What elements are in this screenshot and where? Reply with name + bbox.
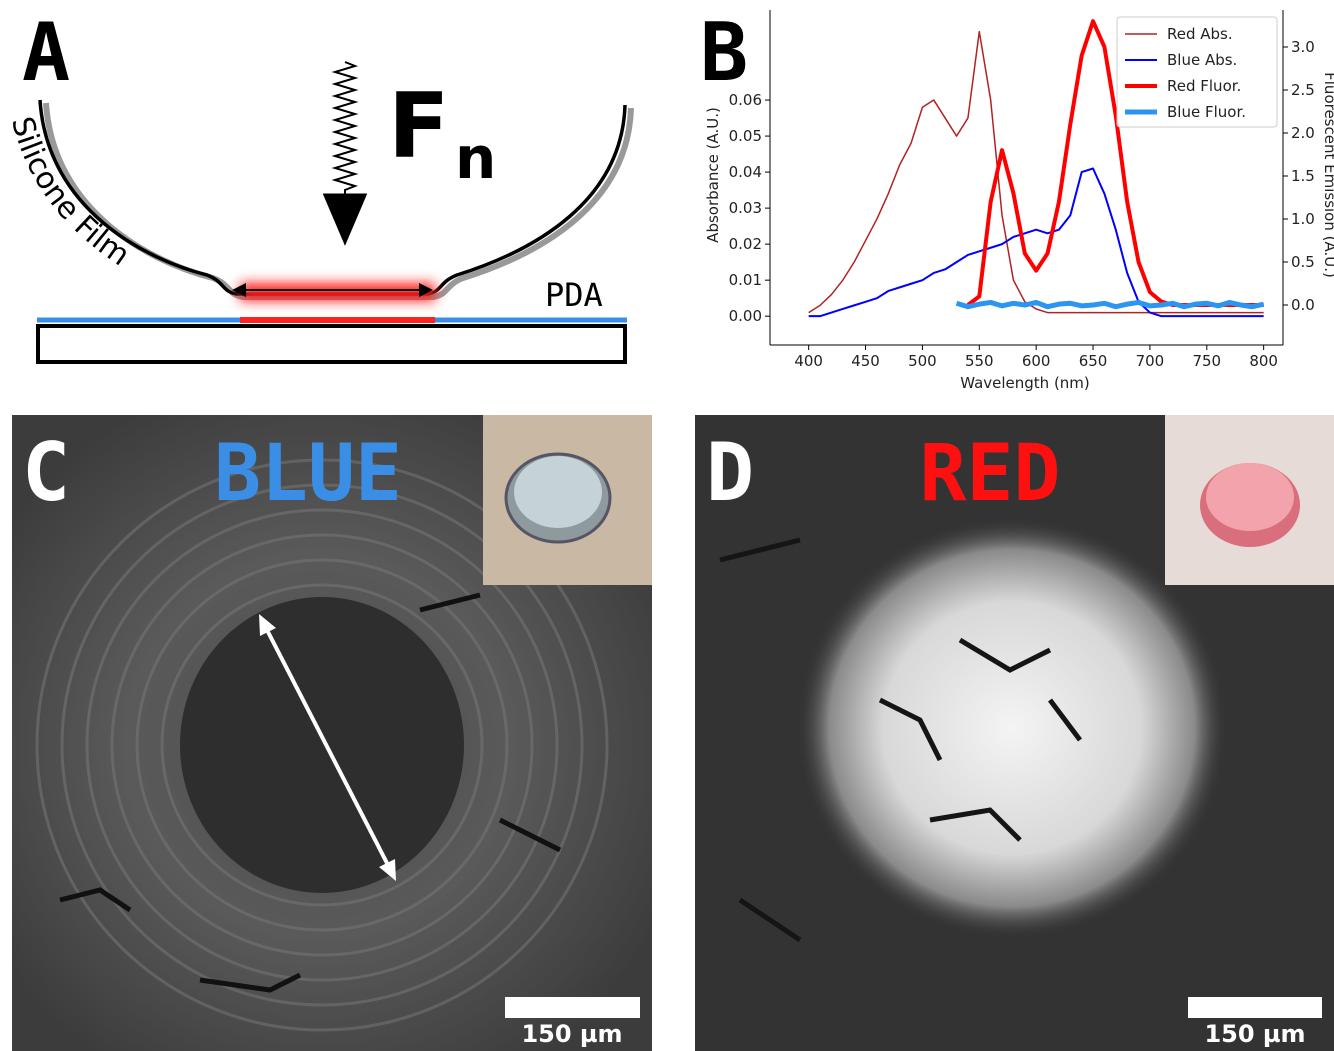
panel-label: A	[22, 6, 70, 99]
inset-disc-top	[514, 456, 602, 528]
x-tick-label: 450	[851, 352, 880, 370]
film-label: Silicone Film	[4, 113, 136, 273]
series-line	[809, 168, 1264, 316]
x-tick-label: 800	[1249, 352, 1278, 370]
inset-disc-top	[1206, 463, 1294, 531]
y2-tick-label: 3.0	[1291, 38, 1315, 56]
force-subscript: n	[455, 124, 496, 192]
panel-label: D	[706, 426, 754, 519]
force-symbol: F	[388, 74, 449, 179]
spring	[335, 62, 355, 205]
x-tick-label: 600	[1022, 352, 1051, 370]
panel-title: RED	[920, 429, 1061, 519]
scale-bar	[1188, 997, 1322, 1018]
page: { "panel_a": {"label": "A", "film_label"…	[0, 0, 1334, 1051]
y2-tick-label: 1.5	[1291, 167, 1315, 185]
y-tick-label: 0.00	[729, 307, 762, 325]
contact-region	[180, 597, 464, 893]
panel-a: A F n Silicone Film PDA	[4, 6, 631, 362]
y2-tick-label: 0.0	[1291, 296, 1315, 314]
y2-tick-label: 0.5	[1291, 253, 1315, 271]
x-tick-label: 400	[794, 352, 823, 370]
panel-c: C BLUE 150 µm	[12, 415, 652, 1051]
y2-tick-label: 2.5	[1291, 81, 1315, 99]
x-tick-label: 500	[908, 352, 937, 370]
panel-label: C	[22, 426, 70, 519]
scale-label: 150 µm	[521, 1020, 622, 1048]
x-tick-label: 650	[1079, 352, 1108, 370]
figure: A F n Silicone Film PDA B Wavelength (nm…	[0, 0, 1334, 1051]
y-tick-label: 0.04	[729, 163, 762, 181]
x-axis-label: Wavelength (nm)	[960, 374, 1090, 392]
legend-label: Red Fluor.	[1167, 77, 1241, 95]
y2-axis-label: Fluorescent Emission (A.U.)	[1321, 72, 1334, 278]
y-tick-label: 0.01	[729, 271, 762, 289]
scale-label: 150 µm	[1204, 1020, 1305, 1048]
substrate	[38, 326, 625, 362]
y2-tick-label: 2.0	[1291, 124, 1315, 142]
legend-label: Blue Fluor.	[1167, 103, 1246, 121]
layer-label: PDA	[545, 276, 603, 314]
y-tick-label: 0.05	[729, 127, 762, 145]
fluorescent-region	[797, 518, 1227, 938]
x-tick-label: 550	[965, 352, 994, 370]
panel-b: B Wavelength (nm) Absorbance (A.U.) Fluo…	[700, 6, 1334, 392]
legend-label: Blue Abs.	[1167, 51, 1237, 69]
panel-label: B	[700, 6, 748, 99]
x-tick-label: 750	[1192, 352, 1221, 370]
y-tick-label: 0.02	[729, 235, 762, 253]
x-tick-label: 700	[1136, 352, 1165, 370]
y2-tick-label: 1.0	[1291, 210, 1315, 228]
film-label-path: Silicone Film	[4, 113, 136, 273]
panel-d: D RED 150 µm	[695, 415, 1334, 1051]
force-arrow	[325, 195, 365, 242]
y-tick-label: 0.06	[729, 91, 762, 109]
scale-bar	[505, 997, 640, 1018]
panel-title: BLUE	[214, 429, 402, 519]
y-axis-label: Absorbance (A.U.)	[704, 107, 722, 243]
y-tick-label: 0.03	[729, 199, 762, 217]
contact-glow	[240, 283, 435, 301]
legend-label: Red Abs.	[1167, 25, 1233, 43]
